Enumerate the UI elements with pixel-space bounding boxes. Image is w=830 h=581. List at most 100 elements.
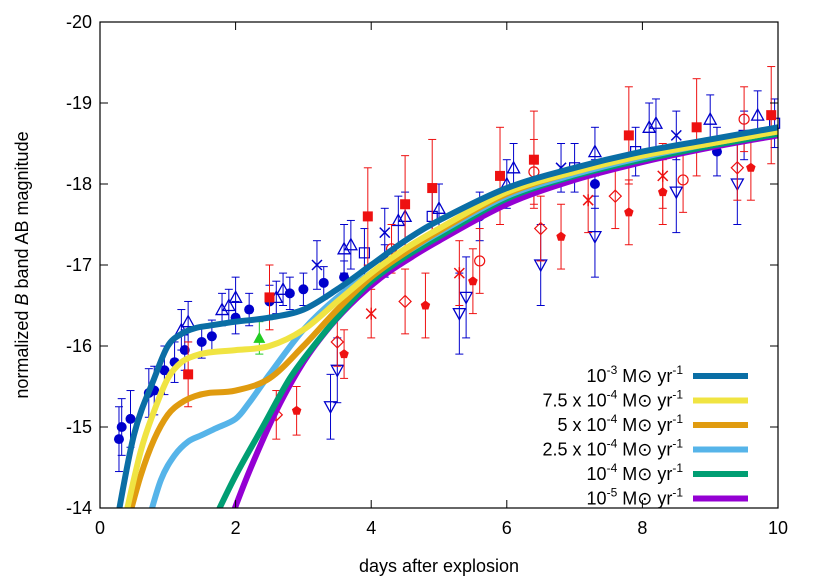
data-marker <box>181 314 196 328</box>
data-marker <box>362 211 373 222</box>
legend-label-part: M⊙ yr <box>617 440 672 460</box>
data-marker <box>703 111 718 125</box>
data-marker <box>116 422 127 432</box>
data-marker <box>323 401 338 415</box>
data-marker <box>657 169 669 182</box>
data-marker <box>642 119 657 133</box>
legend-label-part: M⊙ yr <box>617 415 672 435</box>
legend-label-part: 10 <box>587 489 607 509</box>
data-marker <box>677 174 689 186</box>
legend-label-part: -3 <box>607 363 618 377</box>
data-marker <box>420 300 431 310</box>
legend-label-part: M⊙ yr <box>617 366 672 386</box>
data-marker <box>670 129 682 141</box>
legend-label-part: -1 <box>672 461 683 475</box>
data-marker <box>582 194 594 207</box>
y-tick-label: -18 <box>66 174 92 194</box>
legend-label: 2.5 x 10-4 M⊙ yr-1 <box>543 437 684 460</box>
data-marker <box>468 276 478 286</box>
legend-label: 10-5 M⊙ yr-1 <box>587 486 684 509</box>
legend-label-part: M⊙ yr <box>617 464 672 484</box>
legend-label-part: -4 <box>607 461 618 475</box>
x-tick-label: 4 <box>366 518 376 538</box>
observation-group <box>291 134 756 436</box>
data-marker <box>275 281 291 295</box>
y-tick-label: -14 <box>66 498 92 518</box>
data-marker <box>691 122 702 133</box>
data-marker <box>495 170 506 181</box>
y-axis-label: normalized B band AB magnitude <box>12 131 32 398</box>
x-tick-label: 0 <box>95 518 105 538</box>
data-marker <box>608 189 623 203</box>
y-tick-label: -17 <box>66 255 92 275</box>
observation-group <box>269 134 745 440</box>
data-marker <box>474 255 486 267</box>
data-marker <box>623 130 634 141</box>
data-marker <box>253 331 266 343</box>
data-marker <box>452 307 467 321</box>
data-marker <box>669 186 684 200</box>
model-curve <box>116 124 778 508</box>
data-marker <box>214 302 230 316</box>
legend-label-part: -4 <box>607 388 618 402</box>
y-axis-label-part: normalized <box>12 306 32 399</box>
x-tick-label: 8 <box>637 518 647 538</box>
data-marker <box>738 113 750 125</box>
data-marker <box>264 292 275 303</box>
x-axis-label: days after explosion <box>359 556 519 576</box>
legend-label: 10-3 M⊙ yr-1 <box>587 363 684 386</box>
data-marker <box>587 230 603 245</box>
data-marker <box>400 199 411 210</box>
legend: 10-3 M⊙ yr-17.5 x 10-4 M⊙ yr-15 x 10-4 M… <box>543 363 748 509</box>
data-marker <box>589 179 600 189</box>
data-marker <box>221 298 236 312</box>
y-tick-label: -15 <box>66 417 92 437</box>
data-marker <box>391 213 406 227</box>
data-marker <box>159 365 170 376</box>
data-marker <box>453 267 465 280</box>
data-marker <box>379 227 391 239</box>
data-marker <box>506 160 521 174</box>
legend-label-part: 10 <box>587 464 607 484</box>
data-marker <box>343 237 358 251</box>
data-marker <box>244 304 255 315</box>
data-marker <box>459 291 474 305</box>
data-marker <box>311 259 323 271</box>
data-marker <box>556 231 566 241</box>
data-marker <box>291 405 302 415</box>
data-marker <box>431 200 447 214</box>
data-marker <box>750 107 765 121</box>
x-tick-label: 6 <box>502 518 512 538</box>
y-axis-label-part: B <box>12 294 32 306</box>
legend-label: 7.5 x 10-4 M⊙ yr-1 <box>543 388 684 411</box>
legend-label-part: -1 <box>672 388 683 402</box>
data-marker <box>730 160 745 175</box>
legend-label-part: -4 <box>607 437 618 451</box>
data-marker <box>766 110 777 121</box>
data-marker <box>746 162 756 172</box>
data-marker <box>587 144 603 158</box>
legend-label-part: -5 <box>607 486 618 500</box>
legend-label-part: 7.5 x 10 <box>543 391 607 411</box>
data-marker <box>336 241 352 255</box>
data-marker <box>113 434 124 445</box>
legend-label-part: 5 x 10 <box>558 415 607 435</box>
legend-label-part: M⊙ yr <box>617 489 672 509</box>
legend-label-part: 2.5 x 10 <box>543 440 607 460</box>
legend-label-part: -4 <box>607 412 618 426</box>
model-curve <box>124 128 778 508</box>
legend-label-part: -1 <box>672 437 683 451</box>
model-curves <box>116 124 778 508</box>
observation-group <box>385 86 750 294</box>
axis-ticks: 0 2 4 6 8 10 -14 -15 -16 -17 -18 -19 -20 <box>66 12 788 538</box>
data-marker <box>533 221 548 236</box>
x-tick-label: 10 <box>768 518 788 538</box>
data-marker <box>183 369 194 380</box>
legend-label-part: -1 <box>672 412 683 426</box>
data-marker <box>398 294 412 309</box>
data-marker <box>330 335 345 349</box>
legend-label: 5 x 10-4 M⊙ yr-1 <box>558 412 684 435</box>
data-marker <box>358 247 371 259</box>
data-marker <box>298 284 309 295</box>
